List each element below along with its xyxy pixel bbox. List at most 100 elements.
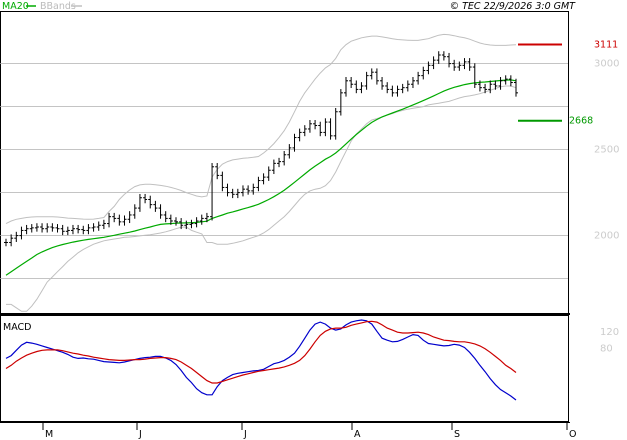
- price-bar: [333, 107, 338, 140]
- price-bar: [148, 195, 153, 209]
- price-bar: [225, 183, 230, 197]
- price-bar: [323, 118, 328, 137]
- x-tick-label: A: [354, 429, 361, 440]
- price-bar: [302, 125, 307, 137]
- price-bar: [112, 212, 117, 223]
- price-bar: [122, 215, 127, 226]
- price-bar: [107, 212, 112, 228]
- bbands-upper-line: [5, 33, 517, 225]
- price-bar: [65, 226, 70, 236]
- resistance-label: 3111: [594, 40, 618, 51]
- price-bar: [24, 224, 29, 235]
- price-bar: [421, 66, 426, 80]
- macd-title: MACD: [3, 322, 31, 333]
- price-bar: [514, 78, 518, 97]
- ma-layer: [5, 79, 517, 276]
- price-bar: [369, 68, 374, 80]
- price-bar: [498, 77, 503, 90]
- price-bar: [452, 59, 457, 71]
- price-bar: [117, 214, 122, 226]
- bbands-layer: [5, 33, 517, 312]
- price-bar: [318, 121, 323, 137]
- price-bar: [307, 120, 312, 133]
- price-tick-label: 2000: [594, 231, 619, 242]
- price-bar: [168, 214, 173, 225]
- price-bar: [483, 83, 488, 94]
- price-bar: [153, 200, 158, 212]
- candles-layer: [4, 51, 518, 247]
- price-bar: [508, 75, 513, 87]
- price-bar: [359, 82, 364, 94]
- price-bar: [266, 166, 271, 181]
- x-tick-label: J: [243, 429, 247, 440]
- price-bar: [271, 159, 276, 175]
- price-bar: [215, 163, 220, 180]
- price-bar: [503, 75, 508, 85]
- price-bar: [184, 220, 189, 230]
- price-bar: [230, 188, 235, 199]
- price-bar: [55, 224, 60, 233]
- price-bar: [313, 120, 318, 130]
- price-bar: [349, 77, 354, 89]
- price-bar: [374, 68, 379, 85]
- ma20-line: [5, 79, 517, 276]
- price-bar: [390, 85, 395, 97]
- price-bar: [81, 225, 86, 235]
- price-y-axis: 2000 2500 3000: [594, 59, 619, 242]
- price-bar: [235, 188, 240, 199]
- levels-layer: 3111 2668: [518, 40, 618, 127]
- price-bar: [60, 224, 65, 236]
- macd-line: [5, 319, 517, 401]
- price-bar: [204, 212, 209, 223]
- price-bar: [96, 221, 101, 231]
- price-bar: [297, 128, 302, 142]
- price-bar: [488, 80, 493, 94]
- price-bar: [132, 204, 137, 219]
- price-bar: [199, 214, 204, 225]
- price-bar: [194, 217, 199, 228]
- price-bar: [91, 223, 96, 232]
- price-bar: [101, 219, 106, 230]
- x-tick-label: M: [45, 429, 53, 440]
- support-label: 2668: [569, 116, 593, 127]
- price-bar: [76, 224, 81, 234]
- price-bar: [287, 144, 292, 159]
- price-bar: [34, 223, 39, 232]
- price-bar: [338, 89, 343, 116]
- price-bar: [29, 224, 34, 233]
- price-bar: [282, 150, 287, 166]
- price-bar: [174, 217, 178, 226]
- price-bar: [405, 80, 410, 92]
- price-bar: [400, 83, 405, 94]
- price-bar: [143, 193, 148, 204]
- price-bar: [493, 80, 498, 90]
- price-bar: [395, 85, 400, 97]
- price-tick-label: 2500: [594, 145, 619, 156]
- price-bar: [416, 71, 421, 85]
- price-bar: [9, 234, 14, 247]
- price-bar: [472, 63, 477, 89]
- price-bar: [14, 231, 19, 242]
- bbands-lower-line: [6, 85, 517, 312]
- price-bar: [447, 52, 452, 68]
- price-bar: [256, 176, 261, 192]
- price-bar: [277, 157, 282, 168]
- price-bar: [40, 223, 45, 233]
- price-bar: [462, 58, 467, 70]
- price-bar: [457, 61, 462, 71]
- price-bar: [240, 185, 245, 197]
- price-bar: [251, 183, 256, 195]
- price-bar: [86, 224, 91, 235]
- price-bar: [246, 185, 251, 195]
- x-tick-label: S: [454, 429, 460, 440]
- price-bar: [410, 77, 415, 89]
- price-bar: [477, 80, 482, 92]
- price-bar: [436, 51, 441, 64]
- x-tick-label: J: [138, 429, 142, 440]
- price-bar: [189, 219, 194, 229]
- price-bar: [261, 173, 266, 185]
- signal-line: [5, 320, 517, 384]
- copyright: © TEC 22/9/2026 3:0 GMT: [450, 1, 577, 12]
